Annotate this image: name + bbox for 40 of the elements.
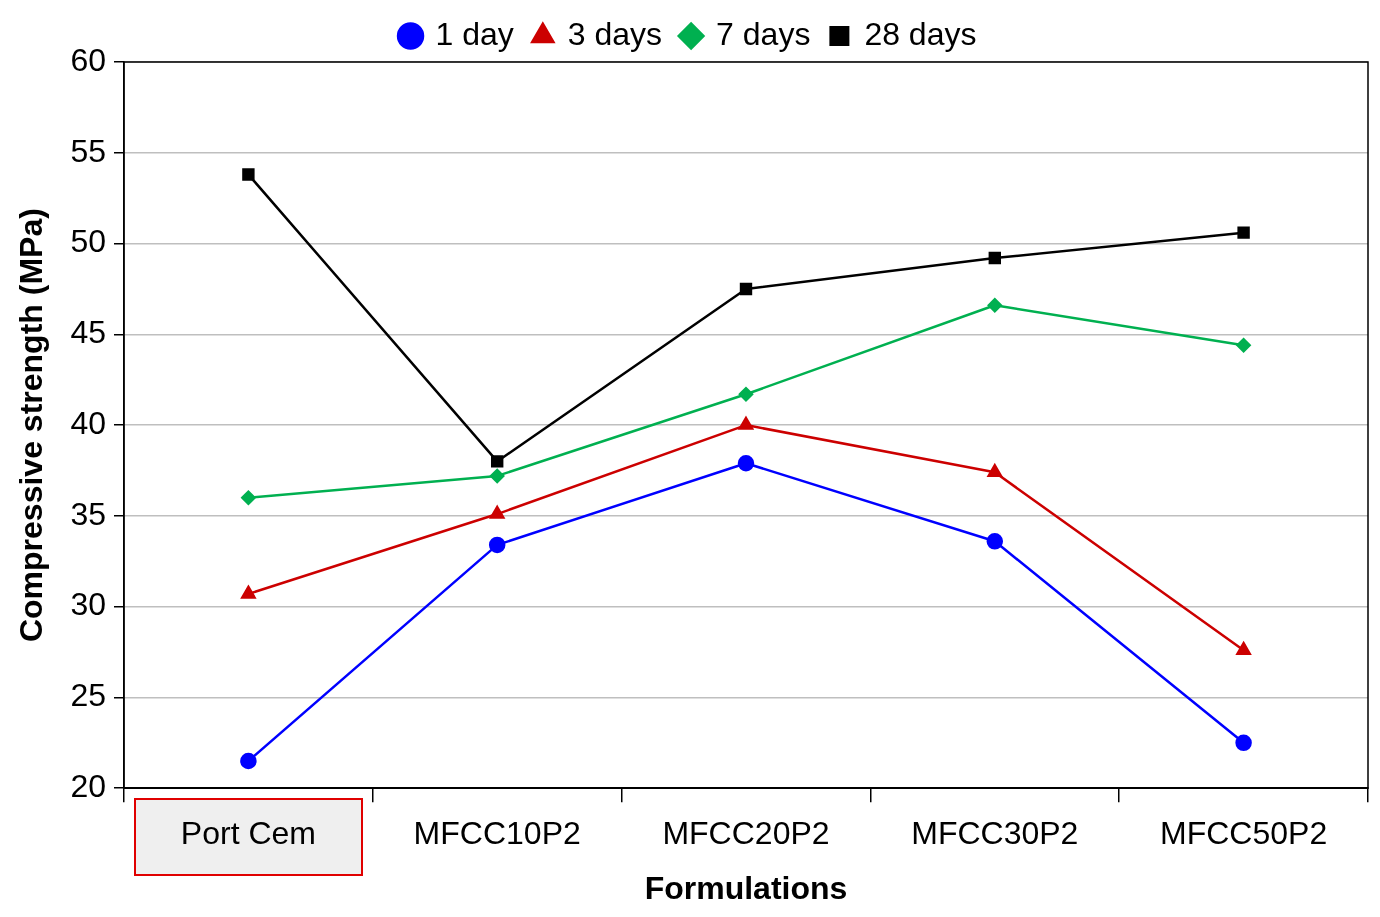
legend-label: 1 day (435, 15, 514, 52)
y-tick-label: 40 (70, 404, 106, 441)
point (739, 282, 753, 296)
point (1236, 641, 1251, 655)
x-tick-label: MFCC50P2 (1160, 815, 1328, 852)
x-tick-label: MFCC30P2 (911, 815, 1079, 852)
point (987, 464, 1003, 478)
point (1237, 226, 1250, 239)
point (987, 298, 1003, 313)
point (737, 454, 755, 472)
y-tick-label: 50 (70, 223, 106, 260)
legend-label: 7 days (716, 15, 811, 52)
y-axis-title: Compressive strength (MPa) (13, 208, 50, 643)
y-tick-label: 20 (70, 768, 106, 805)
y-tick-label: 55 (70, 132, 106, 169)
point (489, 468, 505, 484)
point (489, 505, 505, 519)
point (988, 251, 1001, 265)
point (488, 536, 506, 554)
point (242, 168, 255, 181)
point (240, 752, 257, 770)
point (241, 585, 256, 599)
point (1235, 734, 1252, 752)
legend-label: 3 days (567, 15, 663, 52)
x-tick-label: MFCC20P2 (662, 815, 830, 852)
x-tick-label: MFCC10P2 (413, 815, 581, 852)
legend-label: 28 days (864, 15, 977, 52)
point (1236, 337, 1251, 353)
y-tick-label: 30 (70, 586, 106, 623)
point (738, 416, 754, 430)
y-tick-label: 45 (70, 314, 106, 351)
x-axis-title: Formulations (644, 869, 848, 906)
x-tick-label: Port Cem (180, 815, 316, 852)
point (491, 455, 504, 468)
y-tick-label: 25 (70, 677, 106, 714)
point (738, 386, 754, 402)
point (241, 490, 256, 505)
point (986, 533, 1004, 550)
y-tick-label: 35 (70, 495, 106, 532)
y-tick-label: 60 (70, 41, 106, 78)
